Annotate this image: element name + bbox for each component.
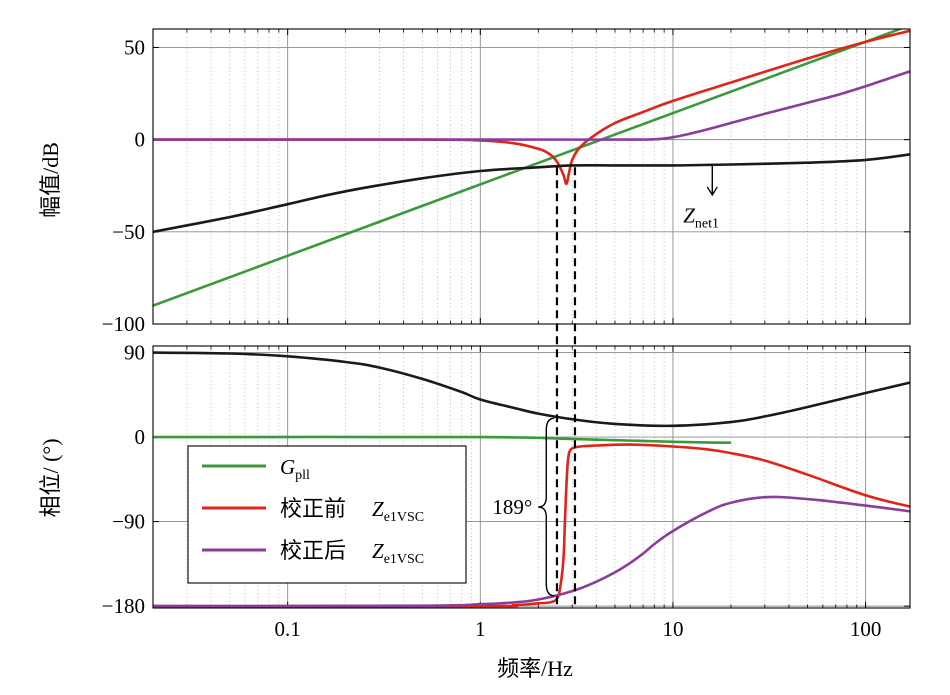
znet-arrow-head	[706, 186, 718, 197]
series-group	[153, 29, 910, 307]
series-line-znet1	[153, 153, 910, 234]
x-tick-label: 0.1	[275, 617, 301, 641]
x-axis-label: 频率/Hz	[497, 656, 573, 681]
ticks: −100 −50 0 50	[102, 29, 910, 336]
y-tick-label: −90	[112, 510, 145, 534]
phase-difference-brace	[538, 417, 555, 597]
legend-symbol-subscript: pll	[295, 468, 310, 483]
y-tick-label: −50	[112, 220, 145, 244]
legend-symbol-subscript: e1VSC	[384, 552, 424, 567]
series-line-gpll	[153, 29, 904, 307]
legend-label: 校正前	[280, 496, 346, 521]
series-line-校正后-ze1vsc	[153, 70, 910, 141]
x-tick-label: 100	[850, 617, 882, 641]
axes-frame	[152, 345, 911, 609]
y-tick-label: 90	[124, 341, 145, 365]
legend-symbol-subscript: e1VSC	[384, 510, 424, 525]
series-line-校正后-ze1vsc	[153, 495, 910, 608]
legend-box	[187, 445, 467, 584]
y-axis-label-magnitude: 幅值/dB	[38, 142, 63, 218]
series-line-校正前-ze1vsc	[153, 29, 910, 186]
series-line-znet1	[153, 351, 910, 428]
axis-labels: 幅值/dB 相位/ (°) 频率/Hz	[38, 142, 573, 681]
y-tick-label: −100	[102, 312, 145, 336]
plot-area	[153, 29, 910, 324]
x-tick-label: 1	[475, 617, 486, 641]
ticks: 0.1 1 10 100 −180 −90 0 90	[102, 341, 910, 641]
axes-frame	[152, 28, 911, 325]
phase-difference-label: 189°	[492, 495, 532, 519]
y-axis-label-phase: 相位/ (°)	[38, 438, 63, 517]
znet-label-subscript: net1	[695, 217, 719, 232]
legend-label: 校正后	[280, 538, 346, 563]
magnitude-panel: −100 −50 0 50	[102, 28, 911, 336]
y-tick-label: 0	[135, 128, 146, 152]
y-tick-label: 50	[124, 35, 145, 59]
y-tick-label: −180	[102, 594, 145, 618]
series-line-校正前-ze1vsc	[153, 443, 910, 608]
y-tick-label: 0	[135, 425, 146, 449]
x-tick-label: 10	[662, 617, 683, 641]
